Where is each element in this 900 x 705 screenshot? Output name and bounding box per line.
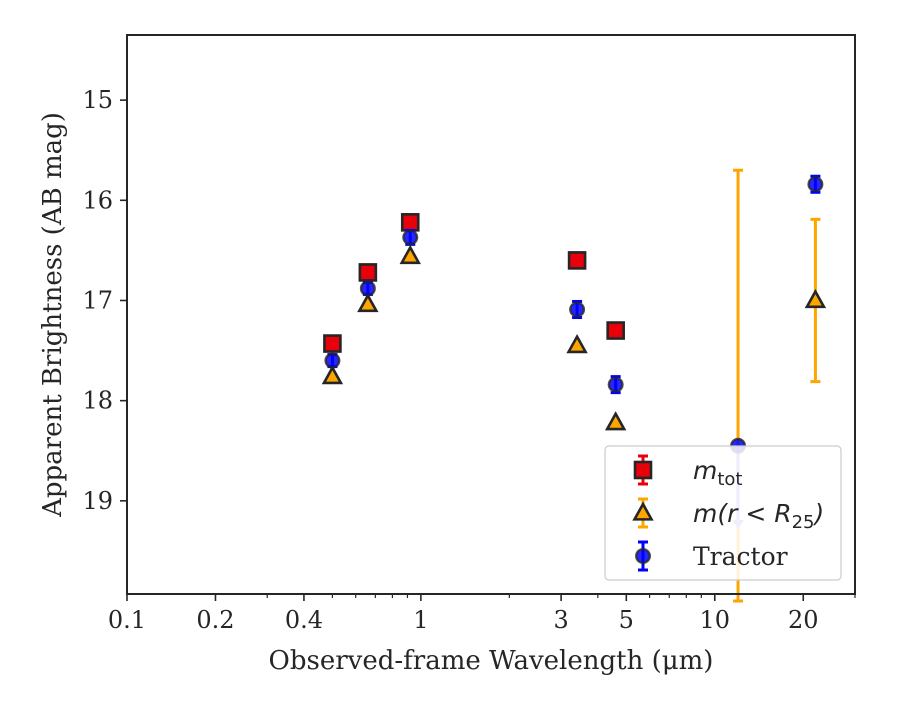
legend-marker-0 <box>633 460 653 480</box>
point-circle-1 <box>359 280 376 297</box>
y-tick-label-4: 19 <box>82 487 113 515</box>
x-tick-label-7: 20 <box>788 606 819 634</box>
legend-entry-2: Tractor <box>635 540 788 572</box>
legend-box <box>604 445 842 581</box>
point-circle-4 <box>607 376 624 393</box>
x-axis-label: Observed-frame Wavelength (μm) <box>269 646 714 676</box>
x-tick-label-6: 10 <box>700 606 731 634</box>
point-square-4 <box>606 321 625 340</box>
y-tick-label-3: 18 <box>82 387 113 415</box>
y-axis-label: Apparent Brightness (AB mag) <box>38 112 68 518</box>
x-tick-label-1: 0.2 <box>196 606 234 634</box>
point-circle-6 <box>807 176 824 193</box>
x-tick-label-4: 3 <box>553 606 568 634</box>
axes-frame <box>126 34 856 595</box>
point-square-2 <box>400 213 420 232</box>
x-tick-label-2: 0.4 <box>285 606 323 634</box>
legend-marker-2 <box>635 548 652 565</box>
legend-label-2: Tractor <box>693 542 788 571</box>
point-square-0 <box>323 334 342 353</box>
point-circle-2 <box>402 229 419 246</box>
point-triangle-0 <box>321 365 344 385</box>
series-triangle <box>321 217 827 431</box>
point-triangle-3 <box>566 333 588 354</box>
y-tick-label-2: 17 <box>82 286 113 314</box>
point-circle-3 <box>569 301 586 318</box>
legend-marker-1 <box>632 501 654 521</box>
legend-label-0: mtot <box>693 456 743 490</box>
point-triangle-1 <box>357 292 379 313</box>
x-tick-label-5: 5 <box>619 606 634 634</box>
point-circle-0 <box>324 352 341 369</box>
point-triangle-4 <box>604 411 627 431</box>
point-square-3 <box>567 251 587 270</box>
point-square-1 <box>358 263 378 282</box>
y-tick-label-0: 15 <box>82 86 113 114</box>
x-tick-label-0: 0.1 <box>108 606 146 634</box>
point-triangle-5 <box>804 288 827 309</box>
y-tick-label-1: 16 <box>82 186 113 214</box>
point-triangle-2 <box>399 244 421 265</box>
x-tick-label-3: 1 <box>413 606 428 634</box>
legend-entry-0: mtot <box>633 454 743 490</box>
legend-label-1: m(r < R25) <box>693 499 824 533</box>
legend-entry-1: m(r < R25) <box>632 497 824 533</box>
